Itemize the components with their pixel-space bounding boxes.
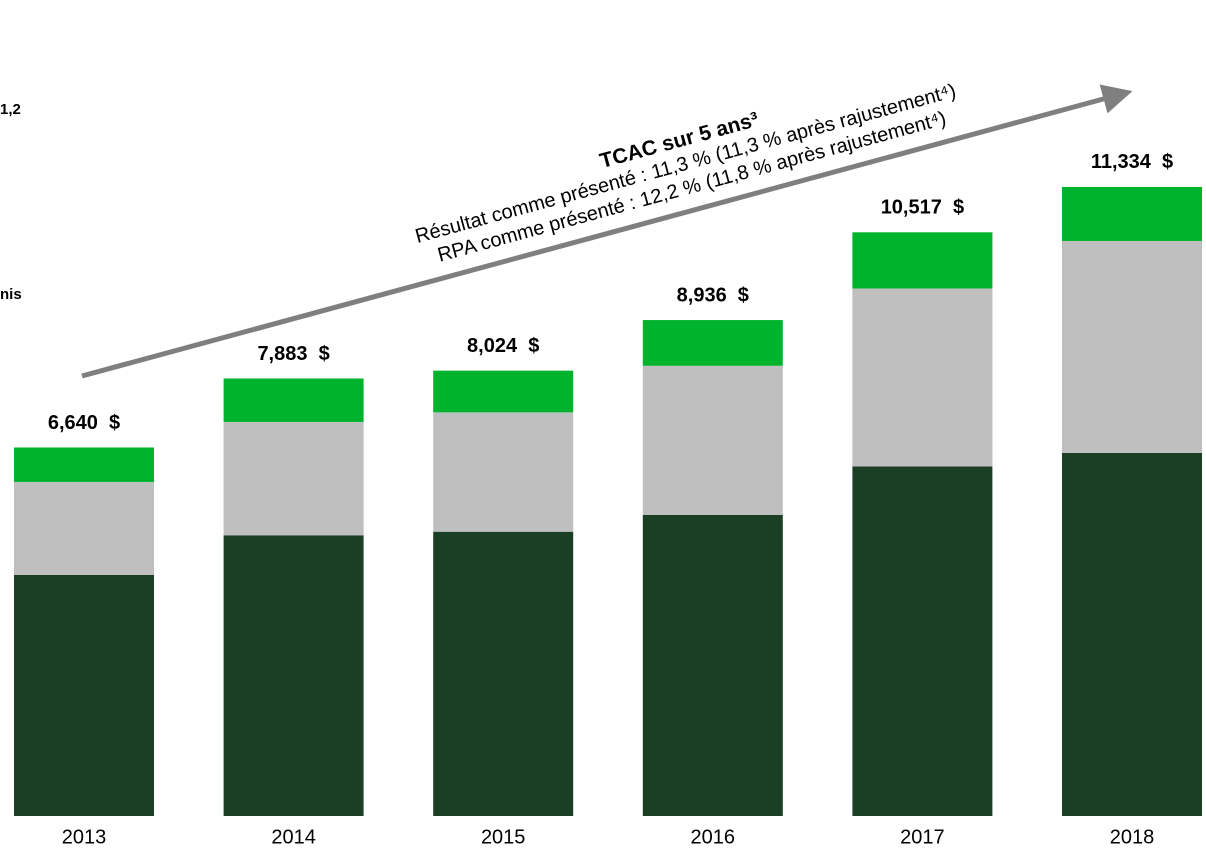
bar-segment xyxy=(433,412,574,532)
bar-segment xyxy=(433,370,574,413)
total-label: 7,883 $ xyxy=(257,343,329,365)
cropped-text: 1,2 xyxy=(0,101,21,118)
note-line: Résultat comme présenté : 11,3 % (11,3 %… xyxy=(413,80,958,248)
bar-segment xyxy=(1062,240,1202,453)
bar-segment xyxy=(223,378,364,422)
total-label: 8,936 $ xyxy=(677,284,749,306)
bar-segment xyxy=(852,288,993,467)
bar-segment xyxy=(1062,186,1202,241)
x-tick-label: 2016 xyxy=(691,826,736,848)
bar-segment xyxy=(14,447,154,482)
cropped-text: nis xyxy=(0,286,22,303)
bar-segment xyxy=(642,514,783,816)
x-tick-label: 2018 xyxy=(1110,826,1155,848)
total-label: 10,517 $ xyxy=(881,197,964,219)
bar-segment xyxy=(223,421,364,536)
x-tick-label: 2017 xyxy=(900,826,945,848)
total-label: 11,334 $ xyxy=(1091,151,1173,173)
x-tick-label: 2014 xyxy=(271,826,316,848)
bar-segment xyxy=(642,320,783,366)
bar-segment xyxy=(223,535,364,816)
bar-segment xyxy=(14,574,154,816)
bar-segment xyxy=(14,481,154,575)
x-tick-label: 2015 xyxy=(481,826,526,848)
bar-segment xyxy=(642,365,783,515)
total-label: 6,640 $ xyxy=(48,412,120,434)
total-label: 8,024 $ xyxy=(467,335,539,357)
bar-segment xyxy=(852,466,993,816)
x-tick-label: 2013 xyxy=(62,826,107,848)
trend-arrow xyxy=(81,84,1133,379)
bar-segment xyxy=(1062,452,1202,816)
bar-segment xyxy=(852,232,993,289)
bar-segment xyxy=(433,531,574,816)
